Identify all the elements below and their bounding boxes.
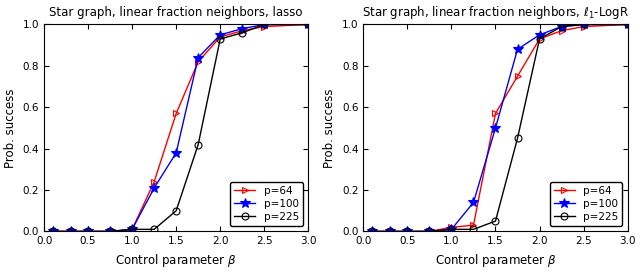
p=225 — [128, 228, 136, 231]
p=225 — [150, 228, 158, 231]
p=64 — [216, 35, 224, 38]
p=64 — [386, 230, 394, 233]
p=100 — [260, 23, 268, 26]
p=100 — [238, 27, 246, 30]
p=100 — [150, 186, 158, 190]
p=100 — [67, 230, 74, 233]
p=100 — [305, 23, 312, 26]
p=225 — [172, 209, 180, 212]
Legend: p=64, p=100, p=225: p=64, p=100, p=225 — [230, 182, 303, 226]
p=225 — [386, 230, 394, 233]
Line: p=225: p=225 — [369, 21, 631, 235]
p=64 — [624, 23, 632, 26]
p=225 — [426, 230, 433, 233]
p=64 — [536, 37, 543, 41]
p=64 — [172, 112, 180, 115]
p=100 — [447, 228, 455, 231]
Line: p=100: p=100 — [367, 20, 632, 236]
p=100 — [369, 230, 376, 233]
p=64 — [150, 180, 158, 183]
Line: p=64: p=64 — [369, 21, 631, 235]
p=225 — [216, 37, 224, 41]
p=225 — [470, 228, 477, 231]
p=64 — [260, 25, 268, 28]
p=100 — [172, 151, 180, 155]
p=100 — [536, 33, 543, 37]
p=225 — [84, 230, 92, 233]
X-axis label: Control parameter $\beta$: Control parameter $\beta$ — [115, 252, 237, 269]
Y-axis label: Prob. success: Prob. success — [4, 88, 17, 168]
p=64 — [426, 230, 433, 233]
p=225 — [536, 37, 543, 41]
Line: p=100: p=100 — [48, 20, 313, 236]
p=64 — [106, 230, 114, 233]
p=100 — [84, 230, 92, 233]
p=64 — [305, 23, 312, 26]
p=100 — [514, 48, 522, 51]
p=100 — [49, 230, 57, 233]
p=225 — [624, 23, 632, 26]
Line: p=64: p=64 — [49, 21, 312, 235]
p=100 — [426, 230, 433, 233]
p=225 — [305, 23, 312, 26]
p=100 — [386, 230, 394, 233]
p=64 — [514, 75, 522, 78]
p=64 — [238, 29, 246, 32]
p=225 — [260, 23, 268, 26]
X-axis label: Control parameter $\beta$: Control parameter $\beta$ — [435, 252, 556, 269]
p=100 — [216, 33, 224, 37]
p=64 — [84, 230, 92, 233]
p=64 — [470, 224, 477, 227]
p=64 — [557, 29, 565, 32]
p=225 — [557, 25, 565, 28]
p=64 — [195, 60, 202, 63]
p=225 — [49, 230, 57, 233]
p=225 — [369, 230, 376, 233]
p=64 — [404, 230, 412, 233]
p=100 — [624, 23, 632, 26]
Line: p=225: p=225 — [49, 21, 312, 235]
p=225 — [492, 219, 499, 223]
p=225 — [514, 137, 522, 140]
p=100 — [106, 230, 114, 233]
p=64 — [369, 230, 376, 233]
Y-axis label: Prob. success: Prob. success — [323, 88, 337, 168]
p=100 — [404, 230, 412, 233]
p=100 — [580, 23, 588, 26]
p=100 — [195, 56, 202, 59]
p=225 — [195, 143, 202, 146]
p=100 — [557, 25, 565, 28]
p=225 — [238, 31, 246, 34]
p=225 — [580, 23, 588, 26]
p=225 — [447, 228, 455, 231]
p=64 — [128, 228, 136, 231]
p=225 — [67, 230, 74, 233]
p=100 — [492, 126, 499, 130]
p=100 — [470, 201, 477, 204]
Title: Star graph, linear fraction neighbors, $\ell_1$-LogR: Star graph, linear fraction neighbors, $… — [362, 4, 629, 21]
p=64 — [67, 230, 74, 233]
Title: Star graph, linear fraction neighbors, lasso: Star graph, linear fraction neighbors, l… — [49, 6, 303, 19]
p=64 — [580, 25, 588, 28]
p=64 — [492, 112, 499, 115]
p=225 — [106, 230, 114, 233]
Legend: p=64, p=100, p=225: p=64, p=100, p=225 — [550, 182, 622, 226]
p=100 — [128, 228, 136, 231]
p=225 — [404, 230, 412, 233]
p=64 — [49, 230, 57, 233]
p=64 — [447, 226, 455, 229]
